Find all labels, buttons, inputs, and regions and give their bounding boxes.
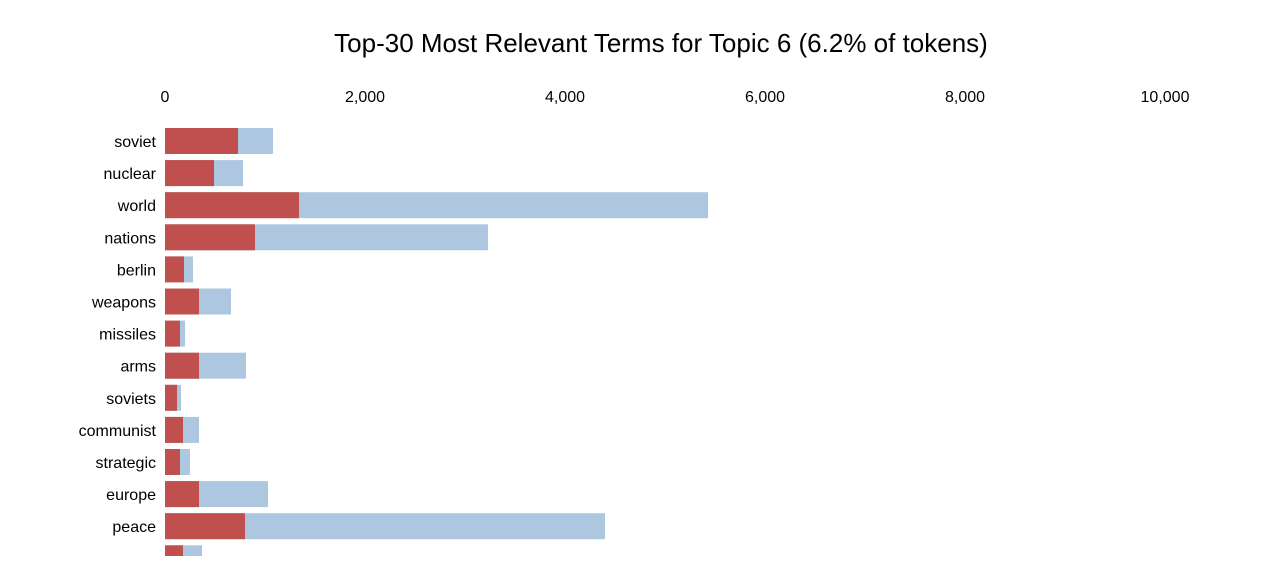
topic-frequency-bar xyxy=(165,320,180,347)
x-tick-label: 6,000 xyxy=(745,89,785,106)
term-label: nuclear xyxy=(104,166,157,183)
topic-frequency-bar xyxy=(165,352,199,379)
topic-frequency-bar xyxy=(165,416,183,443)
x-tick-label: 2,000 xyxy=(345,89,385,106)
topic-frequency-bar xyxy=(165,256,184,283)
topic-frequency-bar xyxy=(165,449,180,475)
term-label: peace xyxy=(112,519,156,536)
term-label: strategic xyxy=(96,455,156,472)
bars xyxy=(165,128,708,556)
term-label: soviet xyxy=(114,134,156,151)
term-label: europe xyxy=(106,487,156,504)
topic-frequency-bar xyxy=(165,160,214,187)
topic-frequency-bar xyxy=(165,481,199,508)
term-label: arms xyxy=(120,359,156,376)
term-label: missiles xyxy=(99,327,156,344)
x-tick-label: 10,000 xyxy=(1141,89,1190,106)
chart-title: Top-30 Most Relevant Terms for Topic 6 (… xyxy=(334,28,988,58)
topic-frequency-bar xyxy=(165,513,245,540)
topic-frequency-bar xyxy=(165,545,183,556)
term-label: berlin xyxy=(117,262,156,279)
topic-frequency-bar xyxy=(165,384,177,411)
topic-frequency-bar xyxy=(165,128,238,154)
x-tick-label: 4,000 xyxy=(545,89,585,106)
term-label: weapons xyxy=(91,295,156,312)
x-axis: 0 2,000 4,000 6,000 8,000 10,000 xyxy=(161,89,1190,106)
topic-frequency-bar xyxy=(165,288,199,315)
y-axis-labels: soviet nuclear world nations berlin weapons mi… xyxy=(79,134,157,536)
overall-frequency-bar xyxy=(165,545,202,556)
topic-frequency-bar xyxy=(165,224,255,251)
term-label: communist xyxy=(79,423,157,440)
topic-frequency-bar xyxy=(165,192,299,219)
term-label: world xyxy=(117,198,156,215)
x-tick-label: 0 xyxy=(161,89,170,106)
term-label: nations xyxy=(104,230,156,247)
x-tick-label: 8,000 xyxy=(945,89,985,106)
term-label: soviets xyxy=(106,391,156,408)
